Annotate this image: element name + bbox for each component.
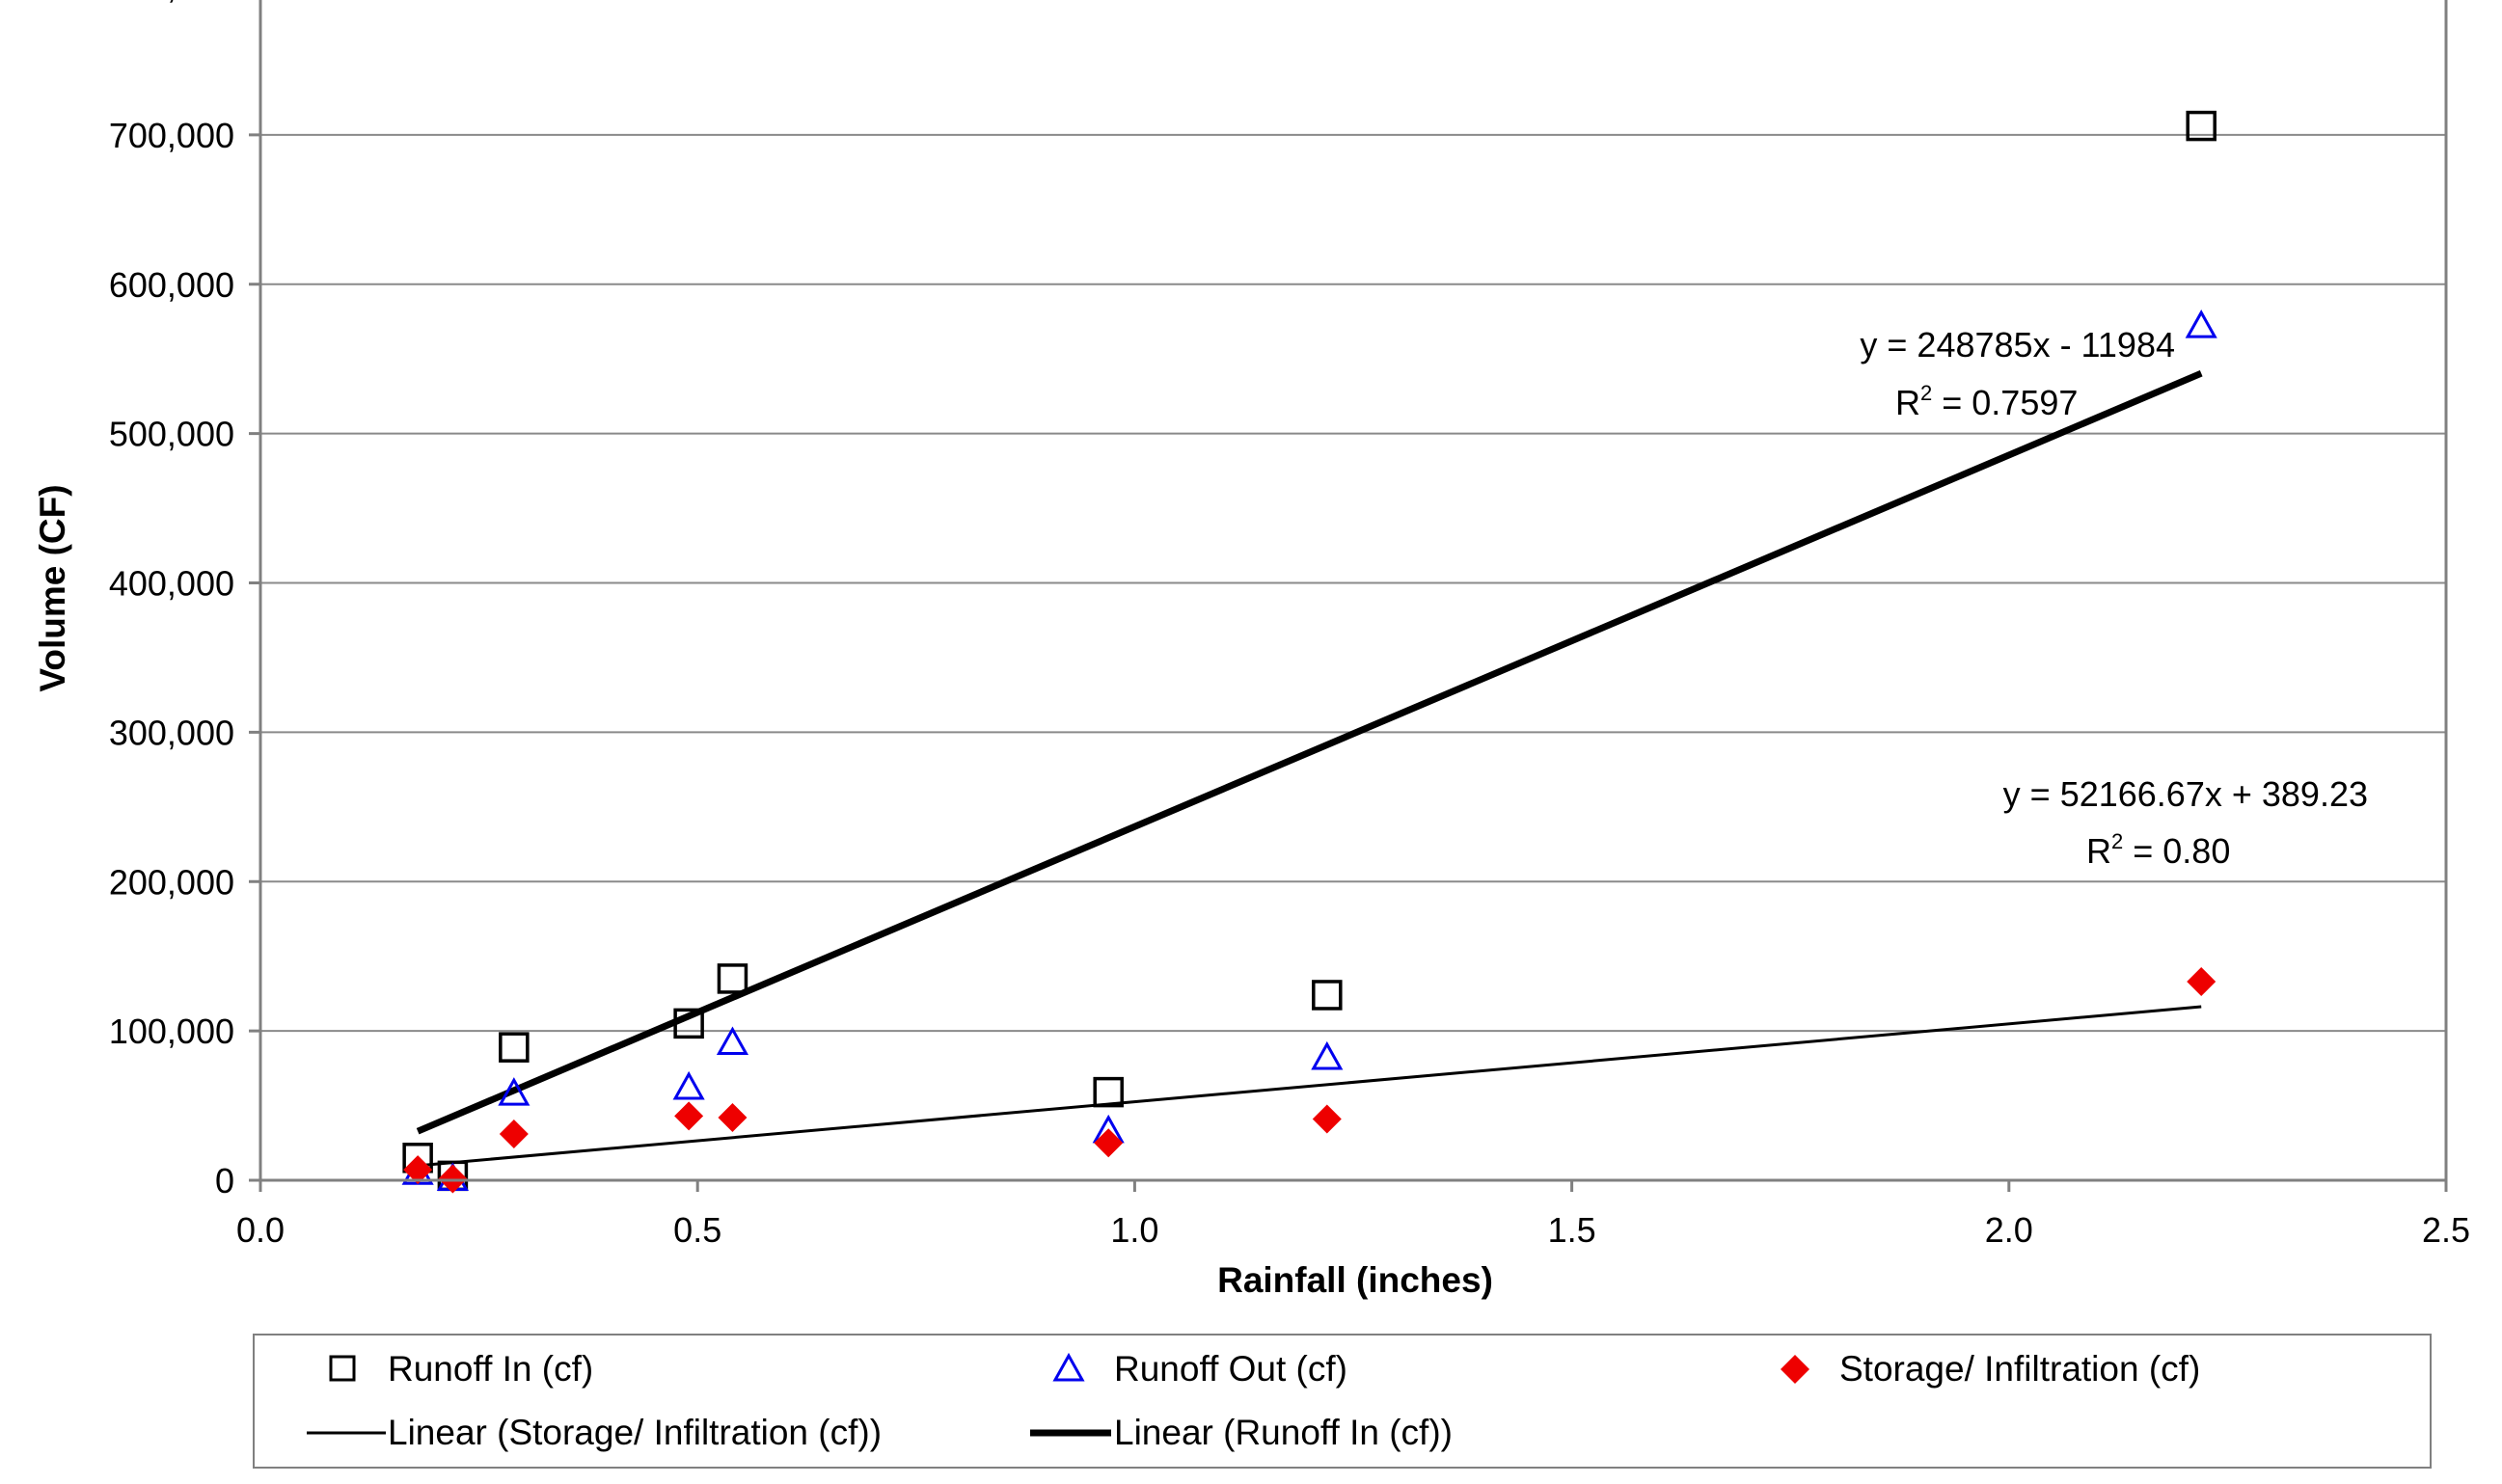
legend-label: Runoff Out (cf) <box>1114 1349 1347 1389</box>
legend-label: Linear (Runoff In (cf)) <box>1114 1413 1453 1452</box>
x-tick-label: 1.0 <box>1110 1210 1158 1250</box>
r2-value: = 0.80 <box>2123 831 2230 871</box>
legend-item-linear-storage: Linear (Storage/ Infiltration (cf)) <box>307 1413 882 1452</box>
x-tick-label: 1.5 <box>1548 1210 1596 1250</box>
legend-item-runoff-in: Runoff In (cf) <box>329 1349 593 1389</box>
legend: Runoff In (cf) Runoff Out (cf) Storage/ … <box>253 1334 2432 1469</box>
legend-label: Storage/ Infiltration (cf) <box>1839 1349 2200 1389</box>
x-tick-labels: 0.0 0.5 1.0 1.5 2.0 2.5 <box>236 1210 2470 1250</box>
y-tick-label: 600,000 <box>109 265 234 305</box>
runoff-in-point <box>2186 110 2216 142</box>
trendline-runoff-in <box>416 369 2203 1135</box>
storage-equation: y = 52166.67x + 389.23 <box>2003 774 2368 814</box>
y-tick-label: 800,000 <box>109 0 234 6</box>
r2-superscript: 2 <box>1920 381 1932 405</box>
y-tick-label: 500,000 <box>109 415 234 454</box>
y-tick-label: 700,000 <box>109 116 234 155</box>
y-tick-label: 400,000 <box>109 564 234 604</box>
x-tick-label: 2.5 <box>2422 1210 2470 1250</box>
runoff-in-r2: R2 = 0.7597 <box>1895 381 2078 422</box>
legend-square-marker <box>329 1355 356 1382</box>
y-tick-labels: 0 100,000 200,000 300,000 400,000 500,000 600,… <box>109 0 234 1201</box>
y-tick-label: 200,000 <box>109 862 234 902</box>
r2-label: R <box>2086 831 2111 871</box>
y-tick-label: 300,000 <box>109 713 234 752</box>
storage-infiltration-point <box>718 1102 748 1132</box>
legend-item-runoff-out: Runoff Out (cf) <box>1052 1349 1347 1389</box>
legend-box <box>253 1334 2432 1469</box>
legend-triangle-marker <box>1052 1352 1085 1382</box>
runoff-out-point <box>498 1077 530 1106</box>
data-points <box>401 110 2217 1194</box>
runoff-out-point <box>1311 1040 1344 1070</box>
storage-equation-label: y = 52166.67x + 389.23 R2 = 0.80 <box>2003 774 2368 871</box>
storage-r2: R2 = 0.80 <box>2086 829 2230 871</box>
runoff-in-point <box>717 963 748 994</box>
trendlines <box>416 369 2203 1168</box>
storage-infiltration-point <box>674 1101 704 1131</box>
runoff-out-point <box>716 1026 749 1056</box>
runoff-out-point <box>672 1070 705 1100</box>
x-axis-title: Rainfall (inches) <box>1217 1260 1493 1300</box>
runoff-in-point <box>1093 1076 1124 1108</box>
runoff-in-point <box>673 1008 704 1039</box>
x-tick-label: 0.5 <box>673 1210 721 1250</box>
y-tick-label: 0 <box>215 1161 234 1201</box>
storage-infiltration-point <box>403 1155 433 1185</box>
legend-label: Runoff In (cf) <box>388 1349 593 1389</box>
runoff-in-point <box>499 1032 530 1063</box>
trendline-storage <box>418 1005 2202 1168</box>
legend-label: Linear (Storage/ Infiltration (cf)) <box>388 1413 882 1452</box>
legend-item-linear-runoff-in: Linear (Runoff In (cf)) <box>1030 1413 1453 1452</box>
runoff-in-equation: y = 248785x - 11984 <box>1860 325 2175 364</box>
legend-item-storage: Storage/ Infiltration (cf) <box>1781 1349 2200 1389</box>
runoff-in-equation-label: y = 248785x - 11984 R2 = 0.7597 <box>1860 325 2175 422</box>
storage-infiltration-point <box>2187 967 2216 997</box>
y-tick-label: 100,000 <box>109 1012 234 1051</box>
runoff-out-point <box>2185 310 2217 338</box>
r2-label: R <box>1895 383 1920 422</box>
x-tick-label: 0.0 <box>236 1210 285 1250</box>
axes <box>249 0 2448 1192</box>
legend-diamond-marker <box>1781 1355 1809 1384</box>
storage-infiltration-point <box>438 1164 468 1194</box>
storage-infiltration-point <box>1094 1128 1124 1158</box>
r2-superscript: 2 <box>2111 829 2123 853</box>
r2-value: = 0.7597 <box>1932 383 2078 422</box>
storage-infiltration-point <box>499 1119 529 1148</box>
x-tick-label: 2.0 <box>1985 1210 2033 1250</box>
runoff-in-point <box>1312 980 1343 1011</box>
gridlines <box>260 133 2446 1033</box>
y-axis-title: Volume (CF) <box>33 484 72 691</box>
storage-infiltration-point <box>1312 1104 1342 1134</box>
